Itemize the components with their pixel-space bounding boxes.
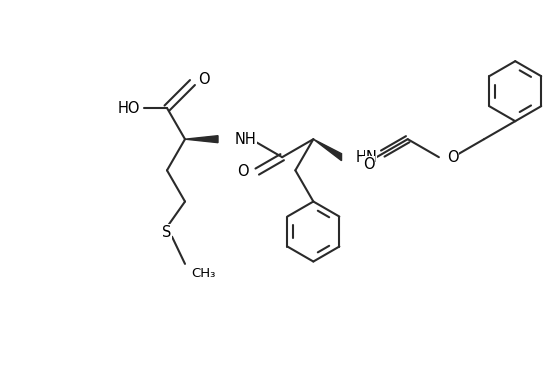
Text: O: O: [238, 164, 249, 179]
Text: O: O: [447, 150, 459, 165]
Text: NH: NH: [235, 132, 257, 147]
Text: CH₃: CH₃: [191, 267, 216, 280]
Text: O: O: [363, 157, 375, 172]
Text: O: O: [199, 72, 210, 87]
Text: S: S: [162, 225, 172, 240]
Text: N: N: [366, 150, 376, 165]
Text: H: H: [355, 150, 366, 165]
Polygon shape: [314, 139, 342, 161]
Text: HO: HO: [117, 101, 140, 116]
Polygon shape: [185, 136, 218, 142]
